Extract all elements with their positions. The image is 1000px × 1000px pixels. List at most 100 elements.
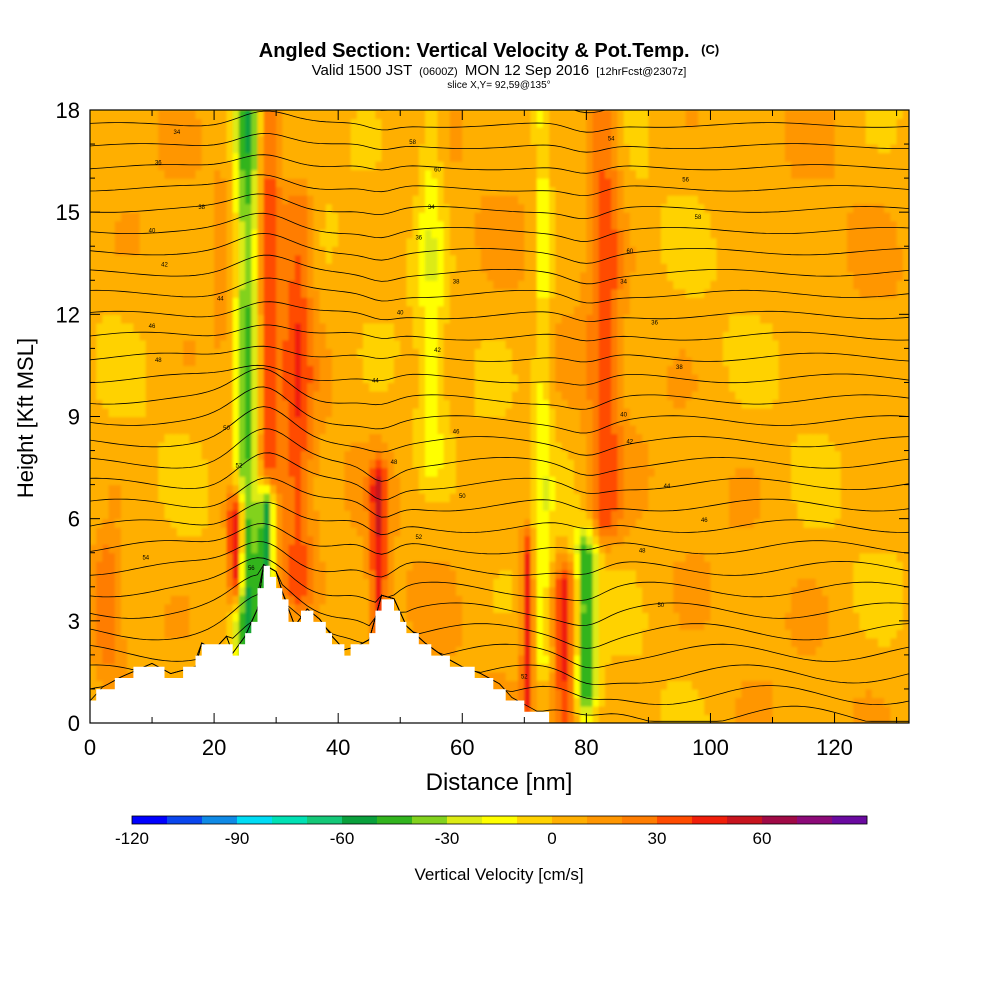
field-cell [474,305,482,315]
field-cell [456,535,463,545]
field-cell [499,629,507,639]
field-cell [487,263,494,273]
field-cell [387,305,395,315]
field-cell [170,127,178,137]
field-cell [276,254,283,264]
field-cell [387,535,395,545]
field-cell [493,459,501,469]
field-cell [462,416,470,426]
field-cell [251,373,259,384]
field-cell [164,484,172,494]
field-cell [133,348,141,358]
field-cell [170,416,178,426]
field-cell [412,552,420,562]
field-cell [226,186,234,196]
field-cell [356,118,364,128]
field-cell [114,544,122,554]
field-cell [449,595,457,605]
field-cell [121,569,128,579]
field-cell [350,220,358,230]
field-cell [505,518,513,528]
field-cell [288,459,296,469]
field-cell [369,331,376,341]
field-cell [511,127,519,137]
field-cell [456,365,463,375]
field-cell [493,331,501,341]
field-cell [319,144,327,154]
field-cell [183,382,190,392]
field-cell [145,595,153,605]
field-cell [251,220,259,230]
field-cell [257,544,265,554]
field-cell [214,467,221,477]
field-cell [158,314,166,324]
field-cell [145,356,153,367]
field-cell [127,263,135,273]
field-cell [412,195,420,205]
field-cell [294,229,302,239]
field-cell [406,535,414,545]
field-cell [164,433,172,443]
field-cell [350,595,358,605]
field-cell [176,459,184,469]
field-cell [511,331,519,341]
field-cell [158,271,166,281]
field-cell [313,569,321,579]
field-cell [170,339,178,349]
field-cell [356,484,364,494]
field-cell [183,544,190,554]
field-cell [288,476,296,486]
field-cell [139,382,147,392]
field-cell [418,399,426,409]
field-cell [195,271,203,281]
field-cell [325,484,333,494]
field-cell [121,467,128,477]
field-cell [425,442,432,452]
field-cell [387,297,395,307]
field-cell [381,297,389,307]
field-cell [238,322,246,332]
field-cell [245,356,252,367]
field-cell [425,493,432,503]
field-cell [350,127,358,137]
field-cell [207,314,215,324]
field-cell [145,407,153,418]
field-cell [331,382,339,392]
field-cell [139,314,147,324]
field-cell [133,254,141,264]
field-cell [331,229,339,239]
field-cell [238,246,246,256]
field-cell [462,646,470,656]
field-cell [276,186,283,196]
field-cell [238,152,246,162]
field-cell [96,629,103,639]
field-cell [449,637,457,647]
field-cell [443,271,451,281]
field-cell [90,339,97,349]
field-cell [369,416,376,426]
field-cell [443,467,451,477]
field-cell [344,637,352,647]
field-cell [319,586,327,596]
field-cell [344,254,352,264]
field-cell [102,212,110,222]
field-cell [387,254,395,264]
field-cell [276,229,283,239]
field-cell [170,646,178,656]
field-cell [220,425,228,435]
field-cell [425,178,432,188]
field-cell [381,373,389,384]
field-cell [511,578,519,588]
field-cell [344,356,352,367]
field-cell [102,390,110,401]
field-cell [183,603,190,613]
field-cell [238,373,246,384]
field-cell [90,373,97,384]
field-cell [102,331,110,341]
field-cell [375,110,383,120]
field-cell [356,442,364,452]
field-cell [96,407,103,418]
field-cell [493,212,501,222]
field-cell [375,305,383,315]
field-cell [437,595,445,605]
